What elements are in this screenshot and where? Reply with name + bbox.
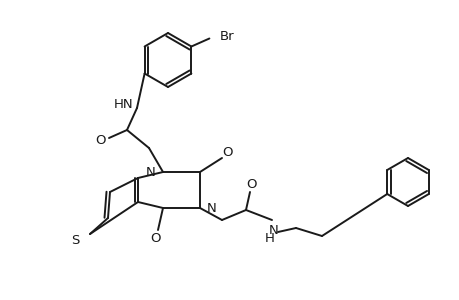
Text: N: N [207,202,216,214]
Text: N: N [146,166,156,178]
Text: N: N [269,224,278,236]
Text: S: S [72,233,80,247]
Text: H: H [264,232,274,245]
Text: O: O [246,178,257,191]
Text: O: O [95,134,106,148]
Text: O: O [151,232,161,244]
Text: O: O [222,146,233,160]
Text: Br: Br [219,30,234,43]
Text: HN: HN [114,98,134,110]
